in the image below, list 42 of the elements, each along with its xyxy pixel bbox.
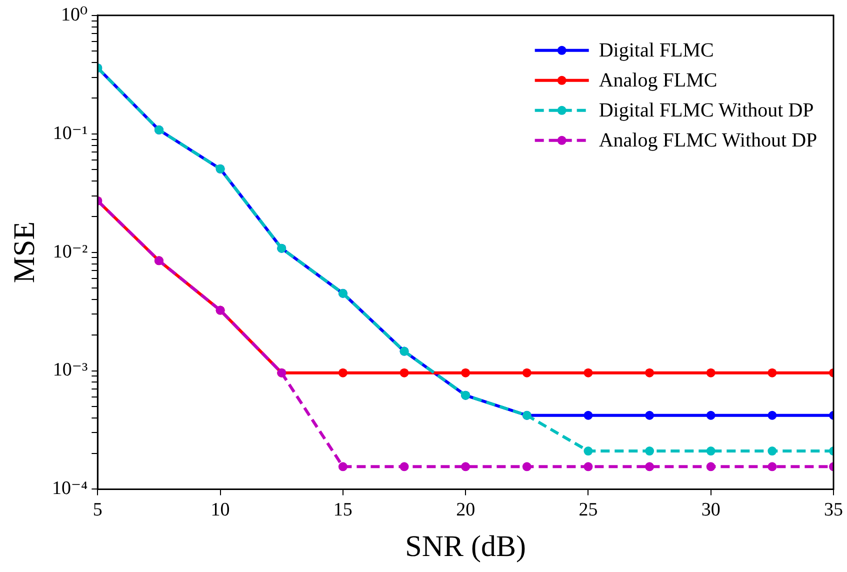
point [706,446,716,456]
y-tick-label: 10⁻³ [52,360,88,381]
legend-label: Analog FLMC Without DP [598,130,818,152]
x-tick-label: 20 [456,500,476,521]
point [338,368,348,378]
point [768,446,777,456]
point [584,462,593,472]
point [645,368,654,378]
y-axis-title: MSE [8,221,41,284]
x-tick-label: 15 [333,500,352,521]
point [768,410,777,420]
x-tick-label: 35 [824,500,843,521]
point [706,368,716,378]
point [584,446,593,456]
x-tick-label: 5 [92,500,102,521]
point [461,462,470,472]
point [338,462,348,472]
legend-label: Digital FLMC Without DP [598,100,814,122]
point [645,462,654,472]
point [645,446,654,456]
y-tick-label: 10⁻² [52,241,88,262]
point [584,410,593,420]
x-tick-label: 30 [701,500,720,521]
y-tick-label: 10⁻⁴ [52,478,88,500]
point [645,410,654,420]
point [584,368,593,378]
point [768,368,777,378]
point [768,462,777,472]
x-axis-title: SNR (dB) [405,530,526,563]
point [400,368,409,378]
point [522,368,532,378]
point [461,368,470,378]
point [400,462,409,472]
point [522,462,532,472]
y-tick-label: 10⁻¹ [52,122,88,144]
x-tick-label: 10 [210,500,230,521]
x-tick-label: 25 [578,500,598,521]
point [706,410,716,420]
legend-label: Digital FLMC [598,40,714,62]
y-tick-label: 10⁰ [61,4,88,26]
legend-label: Analog FLMC [598,70,718,92]
point [706,462,716,472]
